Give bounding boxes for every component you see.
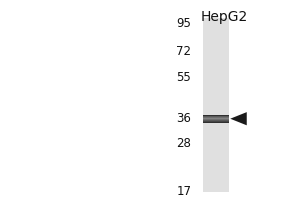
Bar (203, 35, 229, 38)
Bar (203, 119, 229, 122)
Text: 95: 95 (176, 17, 191, 30)
Bar (203, 50, 229, 53)
Bar (203, 146, 229, 148)
Bar (203, 56, 229, 59)
Bar (203, 166, 229, 169)
Bar (203, 99, 229, 102)
Bar (203, 85, 229, 88)
Bar (203, 44, 229, 47)
Bar (203, 163, 229, 166)
Bar (203, 186, 229, 189)
Bar (203, 18, 229, 21)
Text: 36: 36 (176, 112, 191, 125)
Bar (203, 169, 229, 172)
Text: 72: 72 (176, 45, 191, 58)
Bar (203, 178, 229, 180)
Bar (203, 119, 229, 120)
Bar (203, 27, 229, 30)
Bar (203, 111, 229, 114)
Bar (203, 82, 229, 85)
Bar (203, 118, 229, 119)
Bar (203, 131, 229, 134)
Bar (203, 189, 229, 192)
Bar (203, 140, 229, 143)
Bar (203, 24, 229, 27)
Bar (203, 59, 229, 62)
Text: 17: 17 (176, 185, 191, 198)
Bar (203, 116, 229, 117)
Bar (203, 175, 229, 178)
Bar (203, 102, 229, 105)
Bar (203, 154, 229, 157)
Bar (203, 53, 229, 56)
Bar (203, 121, 229, 122)
Bar (203, 134, 229, 137)
Text: 55: 55 (176, 71, 191, 84)
Bar (203, 21, 229, 24)
Bar (203, 108, 229, 111)
Bar (203, 67, 229, 70)
Bar (203, 79, 229, 82)
Bar (203, 183, 229, 186)
Bar (203, 96, 229, 99)
Bar (203, 105, 229, 108)
Bar (203, 128, 229, 131)
Polygon shape (230, 112, 247, 125)
Text: 28: 28 (176, 137, 191, 150)
Bar (203, 117, 229, 118)
Bar (203, 41, 229, 44)
Bar (203, 73, 229, 76)
Bar (203, 148, 229, 151)
Bar (203, 47, 229, 50)
Bar (203, 115, 229, 116)
Bar (203, 160, 229, 163)
Bar (203, 151, 229, 154)
Text: HepG2: HepG2 (200, 10, 247, 24)
Bar (203, 88, 229, 90)
Bar (203, 114, 229, 117)
Bar (203, 172, 229, 175)
Bar (203, 122, 229, 125)
Bar (203, 62, 229, 64)
Bar (203, 180, 229, 183)
Bar (203, 157, 229, 160)
Bar (203, 143, 229, 146)
Bar (203, 32, 229, 35)
Bar (203, 90, 229, 93)
Bar (203, 117, 229, 119)
Bar (203, 125, 229, 128)
Bar (203, 70, 229, 73)
Bar (203, 64, 229, 67)
Bar (203, 76, 229, 79)
Bar (203, 93, 229, 96)
Bar (203, 122, 229, 123)
Bar (203, 30, 229, 32)
Bar (203, 137, 229, 140)
Bar (203, 120, 229, 121)
Bar (203, 38, 229, 41)
